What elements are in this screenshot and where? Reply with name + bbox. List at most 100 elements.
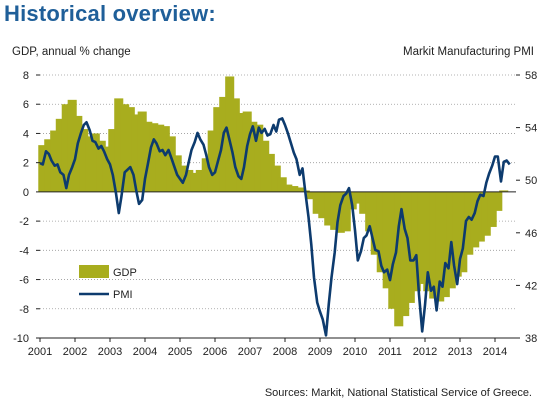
x-tick-label: 2010 bbox=[343, 346, 367, 358]
gdp-bar bbox=[271, 165, 281, 192]
gdp-bar bbox=[114, 98, 124, 192]
gdp-bar bbox=[388, 191, 398, 309]
gdp-bar bbox=[306, 191, 316, 200]
x-tick-label: 2006 bbox=[203, 346, 227, 358]
gdp-bar bbox=[254, 124, 264, 192]
gdp-bar bbox=[38, 145, 48, 192]
left-tick-label: 2 bbox=[23, 158, 29, 170]
gdp-bar bbox=[137, 111, 147, 192]
gdp-bar bbox=[452, 191, 462, 277]
gdp-bar bbox=[85, 136, 95, 192]
gdp-bar bbox=[73, 115, 83, 192]
gdp-bar bbox=[370, 191, 380, 255]
gdp-bar bbox=[108, 129, 118, 192]
gdp-bar bbox=[464, 191, 474, 255]
gdp-bar bbox=[475, 191, 485, 242]
left-tick-label: 6 bbox=[23, 99, 29, 111]
x-tick-label: 2008 bbox=[273, 346, 297, 358]
plot-frame bbox=[36, 74, 520, 342]
gdp-bar bbox=[50, 130, 60, 192]
gdp-bar bbox=[295, 187, 305, 192]
gdp-bar bbox=[265, 153, 275, 192]
gdp-bar bbox=[435, 191, 445, 302]
gdp-bar bbox=[236, 112, 246, 192]
gdp-bar bbox=[458, 191, 468, 273]
gdp-bar bbox=[324, 191, 334, 226]
right-tick-label: 46 bbox=[525, 228, 537, 240]
right-axis-label: Markit Manufacturing PMI bbox=[402, 46, 534, 58]
gdp-bar bbox=[487, 191, 497, 227]
gdp-bar bbox=[341, 191, 351, 232]
right-tick-label: 38 bbox=[525, 333, 537, 345]
x-tick-label: 2013 bbox=[448, 346, 472, 358]
gdp-bar bbox=[440, 191, 450, 298]
gdp-bar bbox=[260, 140, 270, 192]
x-tick-label: 2004 bbox=[133, 346, 157, 358]
gdp-bar bbox=[277, 177, 287, 192]
left-axis-label: GDP, annual % change bbox=[12, 46, 131, 58]
left-tick-label: 0 bbox=[23, 187, 29, 199]
pmi-line-path bbox=[39, 117, 511, 337]
gdp-bar bbox=[67, 99, 77, 192]
gdp-bar bbox=[184, 169, 194, 192]
gdp-bar bbox=[219, 96, 229, 192]
gdp-bar bbox=[470, 191, 480, 248]
legend: GDP PMI bbox=[79, 265, 137, 301]
gdp-bar bbox=[160, 126, 170, 192]
x-tick-label: 2014 bbox=[483, 346, 507, 358]
gdp-bar bbox=[312, 191, 322, 214]
right-tick-label: 50 bbox=[525, 175, 537, 187]
legend-gdp-swatch bbox=[79, 265, 109, 278]
gdp-bar bbox=[365, 191, 375, 232]
x-tick-label: 2002 bbox=[63, 346, 87, 358]
gdp-bar bbox=[79, 129, 89, 192]
x-tick-label: 2009 bbox=[308, 346, 332, 358]
gdp-bar bbox=[481, 191, 491, 236]
gdp-bar bbox=[394, 191, 404, 327]
gdp-bar bbox=[207, 130, 217, 192]
right-tick-labels: 58 54 50 46 42 38 bbox=[525, 70, 537, 345]
gdp-bar bbox=[248, 121, 258, 192]
gdp-bar bbox=[55, 118, 65, 192]
gdp-bar bbox=[400, 191, 410, 317]
gdp-bar bbox=[166, 136, 176, 192]
gdp-bar bbox=[353, 191, 363, 204]
left-tick-label: -8 bbox=[19, 304, 29, 316]
gdp-bar bbox=[330, 191, 340, 230]
right-tick-label: 42 bbox=[525, 280, 537, 292]
gdp-bar bbox=[131, 114, 141, 192]
gdp-bar bbox=[230, 98, 240, 192]
x-tick-labels: 2001 2002 2003 2004 2005 2006 2007 2008 2009 2010… bbox=[28, 346, 507, 358]
gdp-bar bbox=[102, 146, 112, 192]
right-tick-label: 58 bbox=[525, 70, 537, 82]
gdp-bar bbox=[283, 184, 293, 192]
gdp-bar bbox=[61, 104, 71, 192]
left-tick-label: -4 bbox=[19, 245, 29, 257]
gdp-bar bbox=[382, 191, 392, 289]
source-note: Sources: Markit, National Statistical Se… bbox=[264, 387, 532, 399]
legend-gdp-label: GDP bbox=[113, 267, 137, 279]
x-tick-label: 2007 bbox=[238, 346, 262, 358]
gdp-bar bbox=[201, 158, 211, 192]
gdp-bar bbox=[90, 133, 100, 192]
x-tick-label: 2012 bbox=[413, 346, 437, 358]
gdp-bar bbox=[190, 172, 200, 192]
gdp-bar bbox=[417, 191, 427, 284]
gdp-bar bbox=[411, 191, 421, 292]
x-tick-label: 2001 bbox=[28, 346, 52, 358]
pmi-line bbox=[39, 117, 511, 337]
gdp-bar bbox=[405, 191, 415, 303]
left-tick-label: 4 bbox=[23, 128, 29, 140]
chart-title: Historical overview: bbox=[4, 1, 216, 26]
gdp-bar bbox=[120, 104, 130, 192]
gdp-bar bbox=[499, 190, 509, 192]
left-tick-label: -2 bbox=[19, 216, 29, 228]
left-tick-label: -6 bbox=[19, 275, 29, 287]
gdp-bar bbox=[318, 191, 328, 219]
x-tick-label: 2003 bbox=[98, 346, 122, 358]
gdp-bar bbox=[149, 123, 159, 192]
gdp-bar bbox=[423, 191, 433, 292]
gdp-bar bbox=[493, 191, 503, 211]
gdp-bar bbox=[376, 191, 386, 273]
